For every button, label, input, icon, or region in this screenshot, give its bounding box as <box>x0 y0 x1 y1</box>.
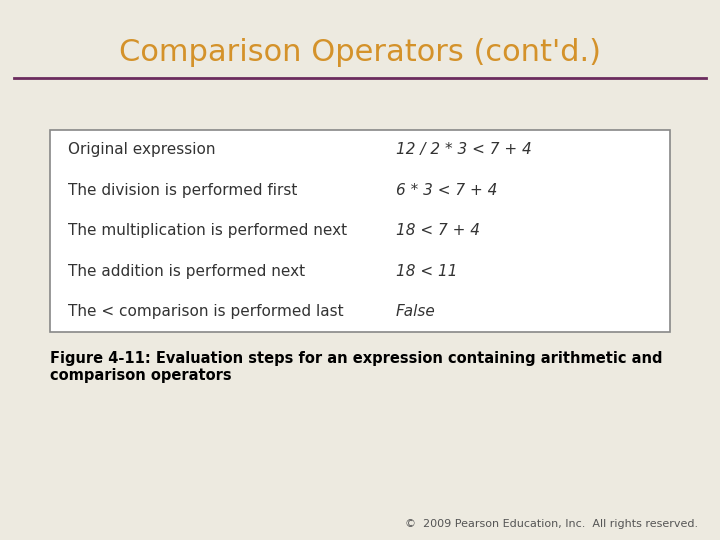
Text: The < comparison is performed last: The < comparison is performed last <box>68 305 344 319</box>
Text: The division is performed first: The division is performed first <box>68 183 298 198</box>
Text: The multiplication is performed next: The multiplication is performed next <box>68 224 348 238</box>
Text: 12 / 2 * 3 < 7 + 4: 12 / 2 * 3 < 7 + 4 <box>396 143 532 157</box>
FancyBboxPatch shape <box>50 130 670 332</box>
Text: The addition is performed next: The addition is performed next <box>68 264 305 279</box>
Text: False: False <box>396 305 436 319</box>
Text: 18 < 11: 18 < 11 <box>396 264 457 279</box>
Text: 18 < 7 + 4: 18 < 7 + 4 <box>396 224 480 238</box>
Text: Original expression: Original expression <box>68 143 216 157</box>
Text: ©  2009 Pearson Education, Inc.  All rights reserved.: © 2009 Pearson Education, Inc. All right… <box>405 519 698 529</box>
Text: Figure 4-11: Evaluation steps for an expression containing arithmetic and
compar: Figure 4-11: Evaluation steps for an exp… <box>50 351 663 383</box>
Text: 6 * 3 < 7 + 4: 6 * 3 < 7 + 4 <box>396 183 498 198</box>
Text: Comparison Operators (cont'd.): Comparison Operators (cont'd.) <box>119 38 601 67</box>
